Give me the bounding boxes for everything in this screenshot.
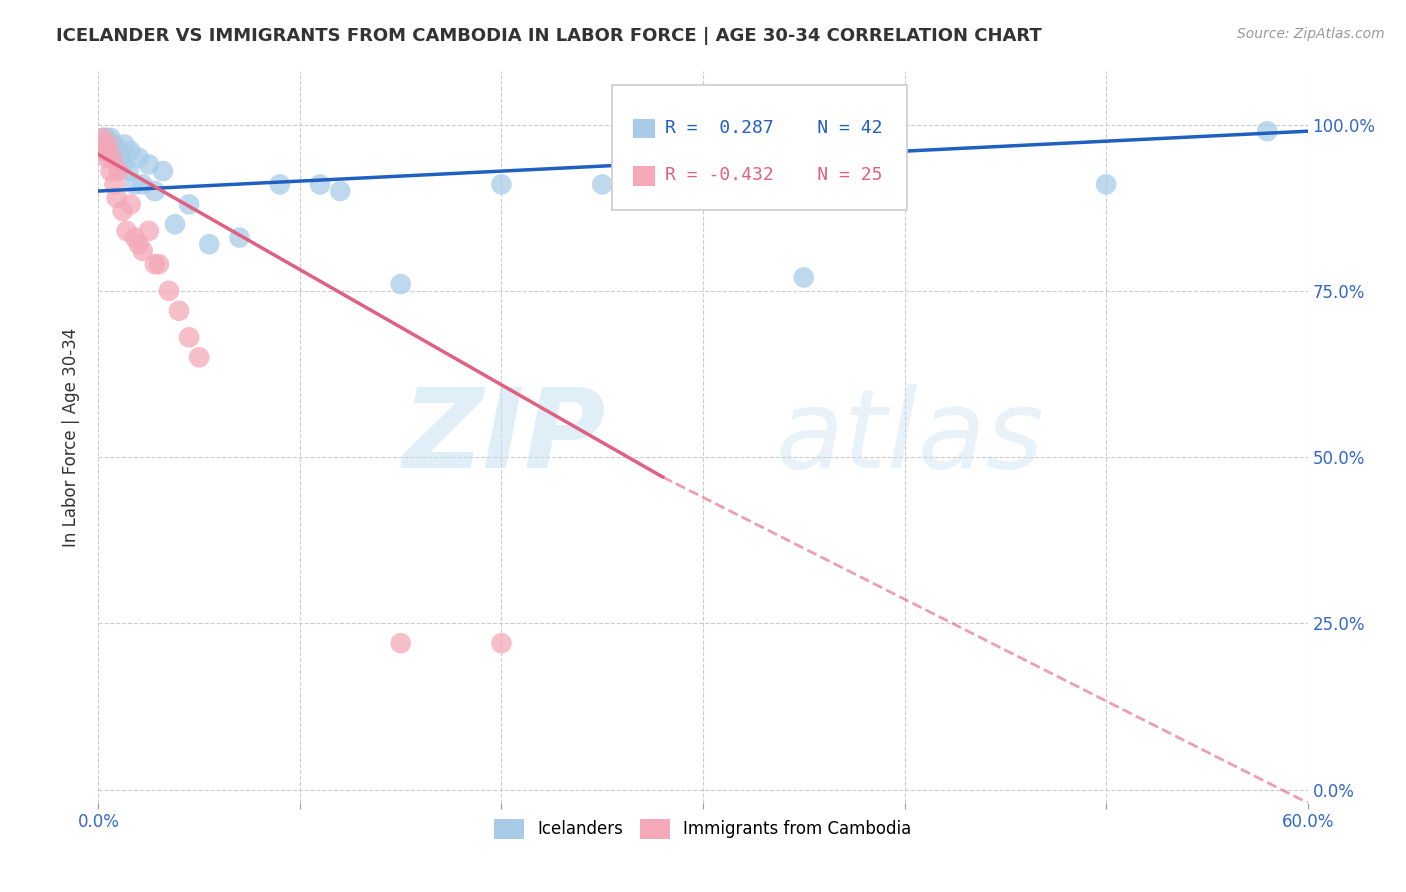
Text: R = -0.432    N = 25: R = -0.432 N = 25 — [665, 166, 883, 184]
Point — [101, 144, 124, 158]
Point — [115, 224, 138, 238]
Point — [103, 178, 125, 192]
Point — [188, 351, 211, 365]
Point — [89, 137, 111, 152]
Point — [1095, 178, 1118, 192]
Point — [105, 151, 128, 165]
Point — [96, 151, 118, 165]
Point — [100, 131, 122, 145]
Point — [152, 164, 174, 178]
Point — [124, 178, 146, 192]
Point — [110, 151, 132, 165]
Point — [591, 178, 613, 192]
Point — [96, 131, 118, 145]
Point — [100, 164, 122, 178]
Point — [91, 131, 114, 145]
Point — [143, 257, 166, 271]
Point — [1256, 124, 1278, 138]
Point — [118, 164, 141, 178]
Point — [120, 197, 142, 211]
Point — [491, 636, 513, 650]
Point — [128, 151, 150, 165]
Point — [93, 144, 115, 158]
Point — [752, 178, 775, 192]
Point — [128, 237, 150, 252]
Text: ZIP: ZIP — [402, 384, 606, 491]
Point — [148, 257, 170, 271]
Point — [228, 230, 250, 244]
Text: Source: ZipAtlas.com: Source: ZipAtlas.com — [1237, 27, 1385, 41]
Point — [138, 157, 160, 171]
Point — [179, 330, 201, 344]
Point — [873, 178, 896, 192]
Point — [111, 204, 134, 219]
Point — [97, 137, 120, 152]
Text: R =  0.287    N = 42: R = 0.287 N = 42 — [665, 119, 883, 136]
Point — [93, 144, 115, 158]
Point — [138, 224, 160, 238]
Point — [143, 184, 166, 198]
Point — [491, 178, 513, 192]
Point — [163, 217, 186, 231]
Point — [132, 244, 155, 258]
Point — [733, 178, 755, 192]
Y-axis label: In Labor Force | Age 30-34: In Labor Force | Age 30-34 — [62, 327, 80, 547]
Point — [389, 277, 412, 292]
Point — [198, 237, 221, 252]
Point — [389, 636, 412, 650]
Point — [124, 230, 146, 244]
Point — [167, 303, 190, 318]
Point — [97, 144, 120, 158]
Point — [692, 178, 714, 192]
Point — [329, 184, 352, 198]
Point — [101, 151, 124, 165]
Point — [132, 178, 155, 192]
Point — [269, 178, 291, 192]
Point — [107, 164, 129, 178]
Point — [91, 144, 114, 158]
Point — [120, 144, 142, 158]
Text: ICELANDER VS IMMIGRANTS FROM CAMBODIA IN LABOR FORCE | AGE 30-34 CORRELATION CHA: ICELANDER VS IMMIGRANTS FROM CAMBODIA IN… — [56, 27, 1042, 45]
Point — [309, 178, 332, 192]
Point — [107, 144, 129, 158]
Point — [111, 157, 134, 171]
Legend: Icelanders, Immigrants from Cambodia: Icelanders, Immigrants from Cambodia — [488, 812, 918, 846]
Point — [157, 284, 180, 298]
Point — [114, 137, 136, 152]
Point — [97, 137, 120, 152]
Point — [103, 137, 125, 152]
Point — [711, 178, 734, 192]
Point — [105, 191, 128, 205]
Point — [179, 197, 201, 211]
Point — [793, 270, 815, 285]
Point — [89, 137, 111, 152]
Point — [96, 137, 118, 152]
Point — [93, 131, 115, 145]
Text: atlas: atlas — [776, 384, 1045, 491]
